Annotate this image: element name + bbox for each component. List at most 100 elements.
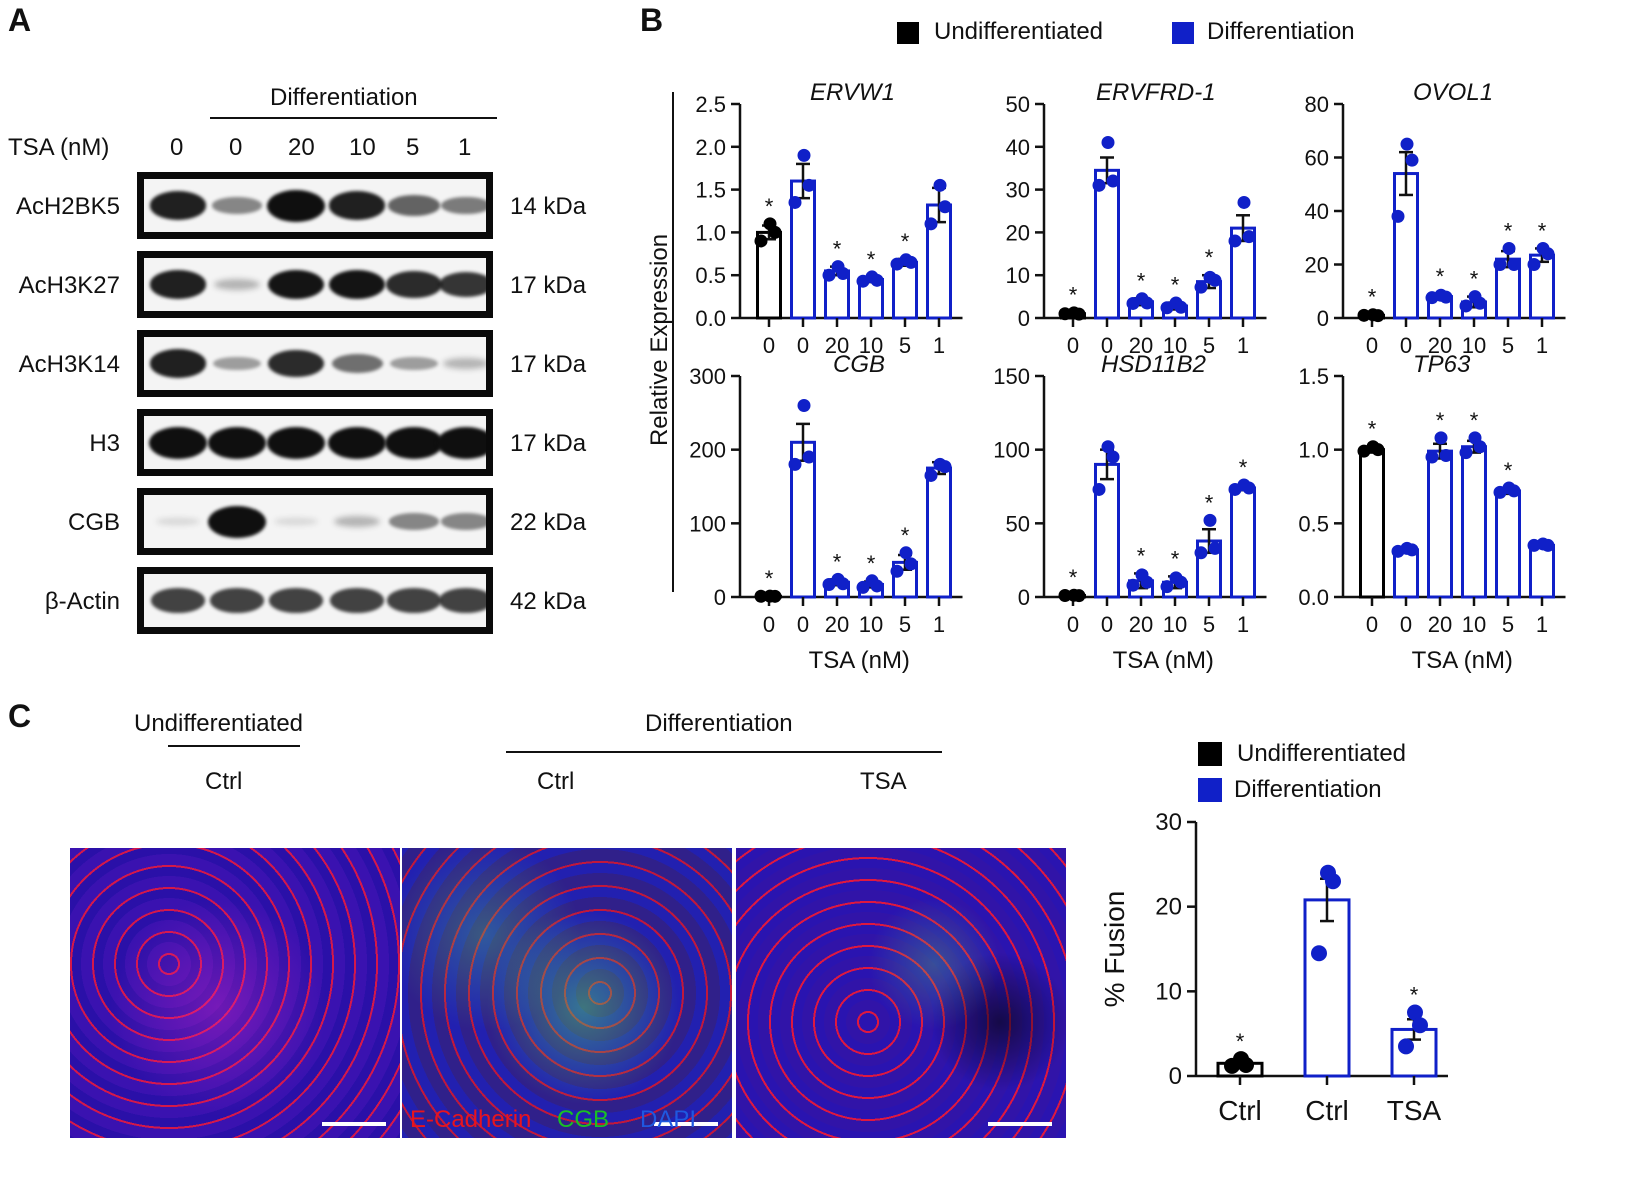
x-tick-label: 0	[797, 612, 809, 637]
data-point	[1072, 307, 1086, 321]
y-tick-label: 1.0	[1298, 438, 1329, 463]
blot-band	[151, 588, 205, 613]
significance-star: *	[1171, 273, 1180, 298]
data-point	[1106, 450, 1120, 464]
data-point	[1058, 589, 1072, 603]
blot-band	[389, 513, 439, 530]
blot-kda: 17 kDa	[510, 351, 587, 378]
image-label-1: Ctrl	[205, 768, 243, 795]
data-point	[1425, 291, 1439, 305]
data-point	[802, 450, 816, 464]
y-tick-label: 20	[1006, 220, 1030, 245]
significance-star: *	[867, 551, 876, 576]
blot-band	[331, 354, 383, 373]
y-tick-label: 50	[1006, 92, 1030, 117]
data-point	[1101, 136, 1115, 150]
data-point	[1439, 449, 1453, 463]
data-point	[1493, 485, 1507, 499]
significance-star: *	[867, 247, 876, 272]
x-tick-label: 1	[1237, 333, 1249, 358]
data-point	[1238, 1056, 1254, 1073]
y-tick-label: 0	[714, 585, 726, 610]
data-point	[1434, 431, 1448, 445]
data-point	[768, 589, 782, 603]
data-point	[1160, 301, 1174, 315]
data-point	[1194, 280, 1208, 294]
blot-band	[155, 517, 201, 526]
significance-star: *	[1236, 1029, 1245, 1054]
blot-band	[149, 426, 207, 459]
x-tick-label: 1	[933, 612, 945, 637]
blot-band	[385, 426, 443, 459]
x-tick-label: 20	[1428, 333, 1452, 358]
blot-band	[208, 505, 266, 538]
significance-star: *	[1137, 268, 1146, 293]
blot-kda: 42 kDa	[510, 588, 587, 615]
x-tick-label: 10	[859, 612, 883, 637]
blot-label: β-Actin	[44, 588, 120, 615]
blot-band	[328, 269, 386, 300]
data-point	[1194, 546, 1208, 560]
chart-title: CGB	[833, 351, 885, 378]
x-tick-label: Ctrl	[1305, 1095, 1349, 1126]
x-tick-label: 0	[797, 333, 809, 358]
x-axis-label: TSA (nM)	[1113, 647, 1214, 674]
data-point	[1140, 296, 1154, 310]
data-point	[1072, 589, 1086, 603]
image-label-3: TSA	[860, 768, 907, 795]
x-tick-label: 0	[1400, 612, 1412, 637]
x-tick-label: 0	[763, 333, 775, 358]
lane-label: 5	[406, 134, 420, 161]
data-point	[1473, 296, 1487, 310]
significance-star: *	[833, 549, 842, 574]
scale-bar	[988, 1122, 1052, 1126]
x-tick-label: 10	[1462, 612, 1486, 637]
significance-star: *	[1436, 264, 1445, 289]
blot-band	[267, 269, 325, 300]
blot-band	[386, 271, 442, 298]
blot-band	[387, 588, 441, 613]
data-point	[1237, 195, 1251, 209]
significance-star: *	[1470, 408, 1479, 433]
data-point	[1439, 290, 1453, 304]
diff-line	[506, 751, 942, 753]
data-point	[856, 274, 870, 288]
bar	[1359, 448, 1385, 599]
blot-band	[439, 588, 486, 613]
data-point	[1228, 234, 1242, 248]
x-axis-label: TSA (nM)	[809, 647, 910, 674]
data-point	[1405, 543, 1419, 557]
blot-band	[329, 191, 385, 220]
significance-star: *	[1171, 546, 1180, 571]
significance-star: *	[765, 566, 774, 591]
chart-title: HSD11B2	[1101, 351, 1206, 378]
data-point	[797, 148, 811, 162]
data-point	[1203, 513, 1217, 527]
data-point	[797, 398, 811, 412]
undiff-label: Undifferentiated	[134, 710, 304, 737]
micrograph-diff-ctrl	[402, 848, 732, 1138]
panel-c-letter: C	[8, 698, 32, 734]
blot-kda: 17 kDa	[510, 272, 587, 299]
y-tick-label: 60	[1305, 146, 1329, 171]
bar	[1230, 486, 1256, 599]
x-tick-label: 20	[825, 612, 849, 637]
stain-label-cgb: CGB	[557, 1106, 610, 1133]
c-legend-label-differentiation: Differentiation	[1234, 776, 1382, 803]
blot-label: CGB	[67, 509, 120, 536]
lane-label: 20	[288, 134, 315, 161]
data-point	[768, 225, 782, 239]
bar	[1427, 449, 1453, 599]
x-tick-label: 5	[1203, 612, 1215, 637]
blot-image	[137, 488, 493, 555]
data-point	[1126, 296, 1140, 310]
data-point	[899, 546, 913, 560]
bar	[1529, 543, 1555, 599]
y-tick-label: 1.0	[695, 220, 726, 245]
x-tick-label: 1	[1536, 333, 1548, 358]
significance-star: *	[1470, 267, 1479, 292]
data-point	[1058, 307, 1072, 321]
